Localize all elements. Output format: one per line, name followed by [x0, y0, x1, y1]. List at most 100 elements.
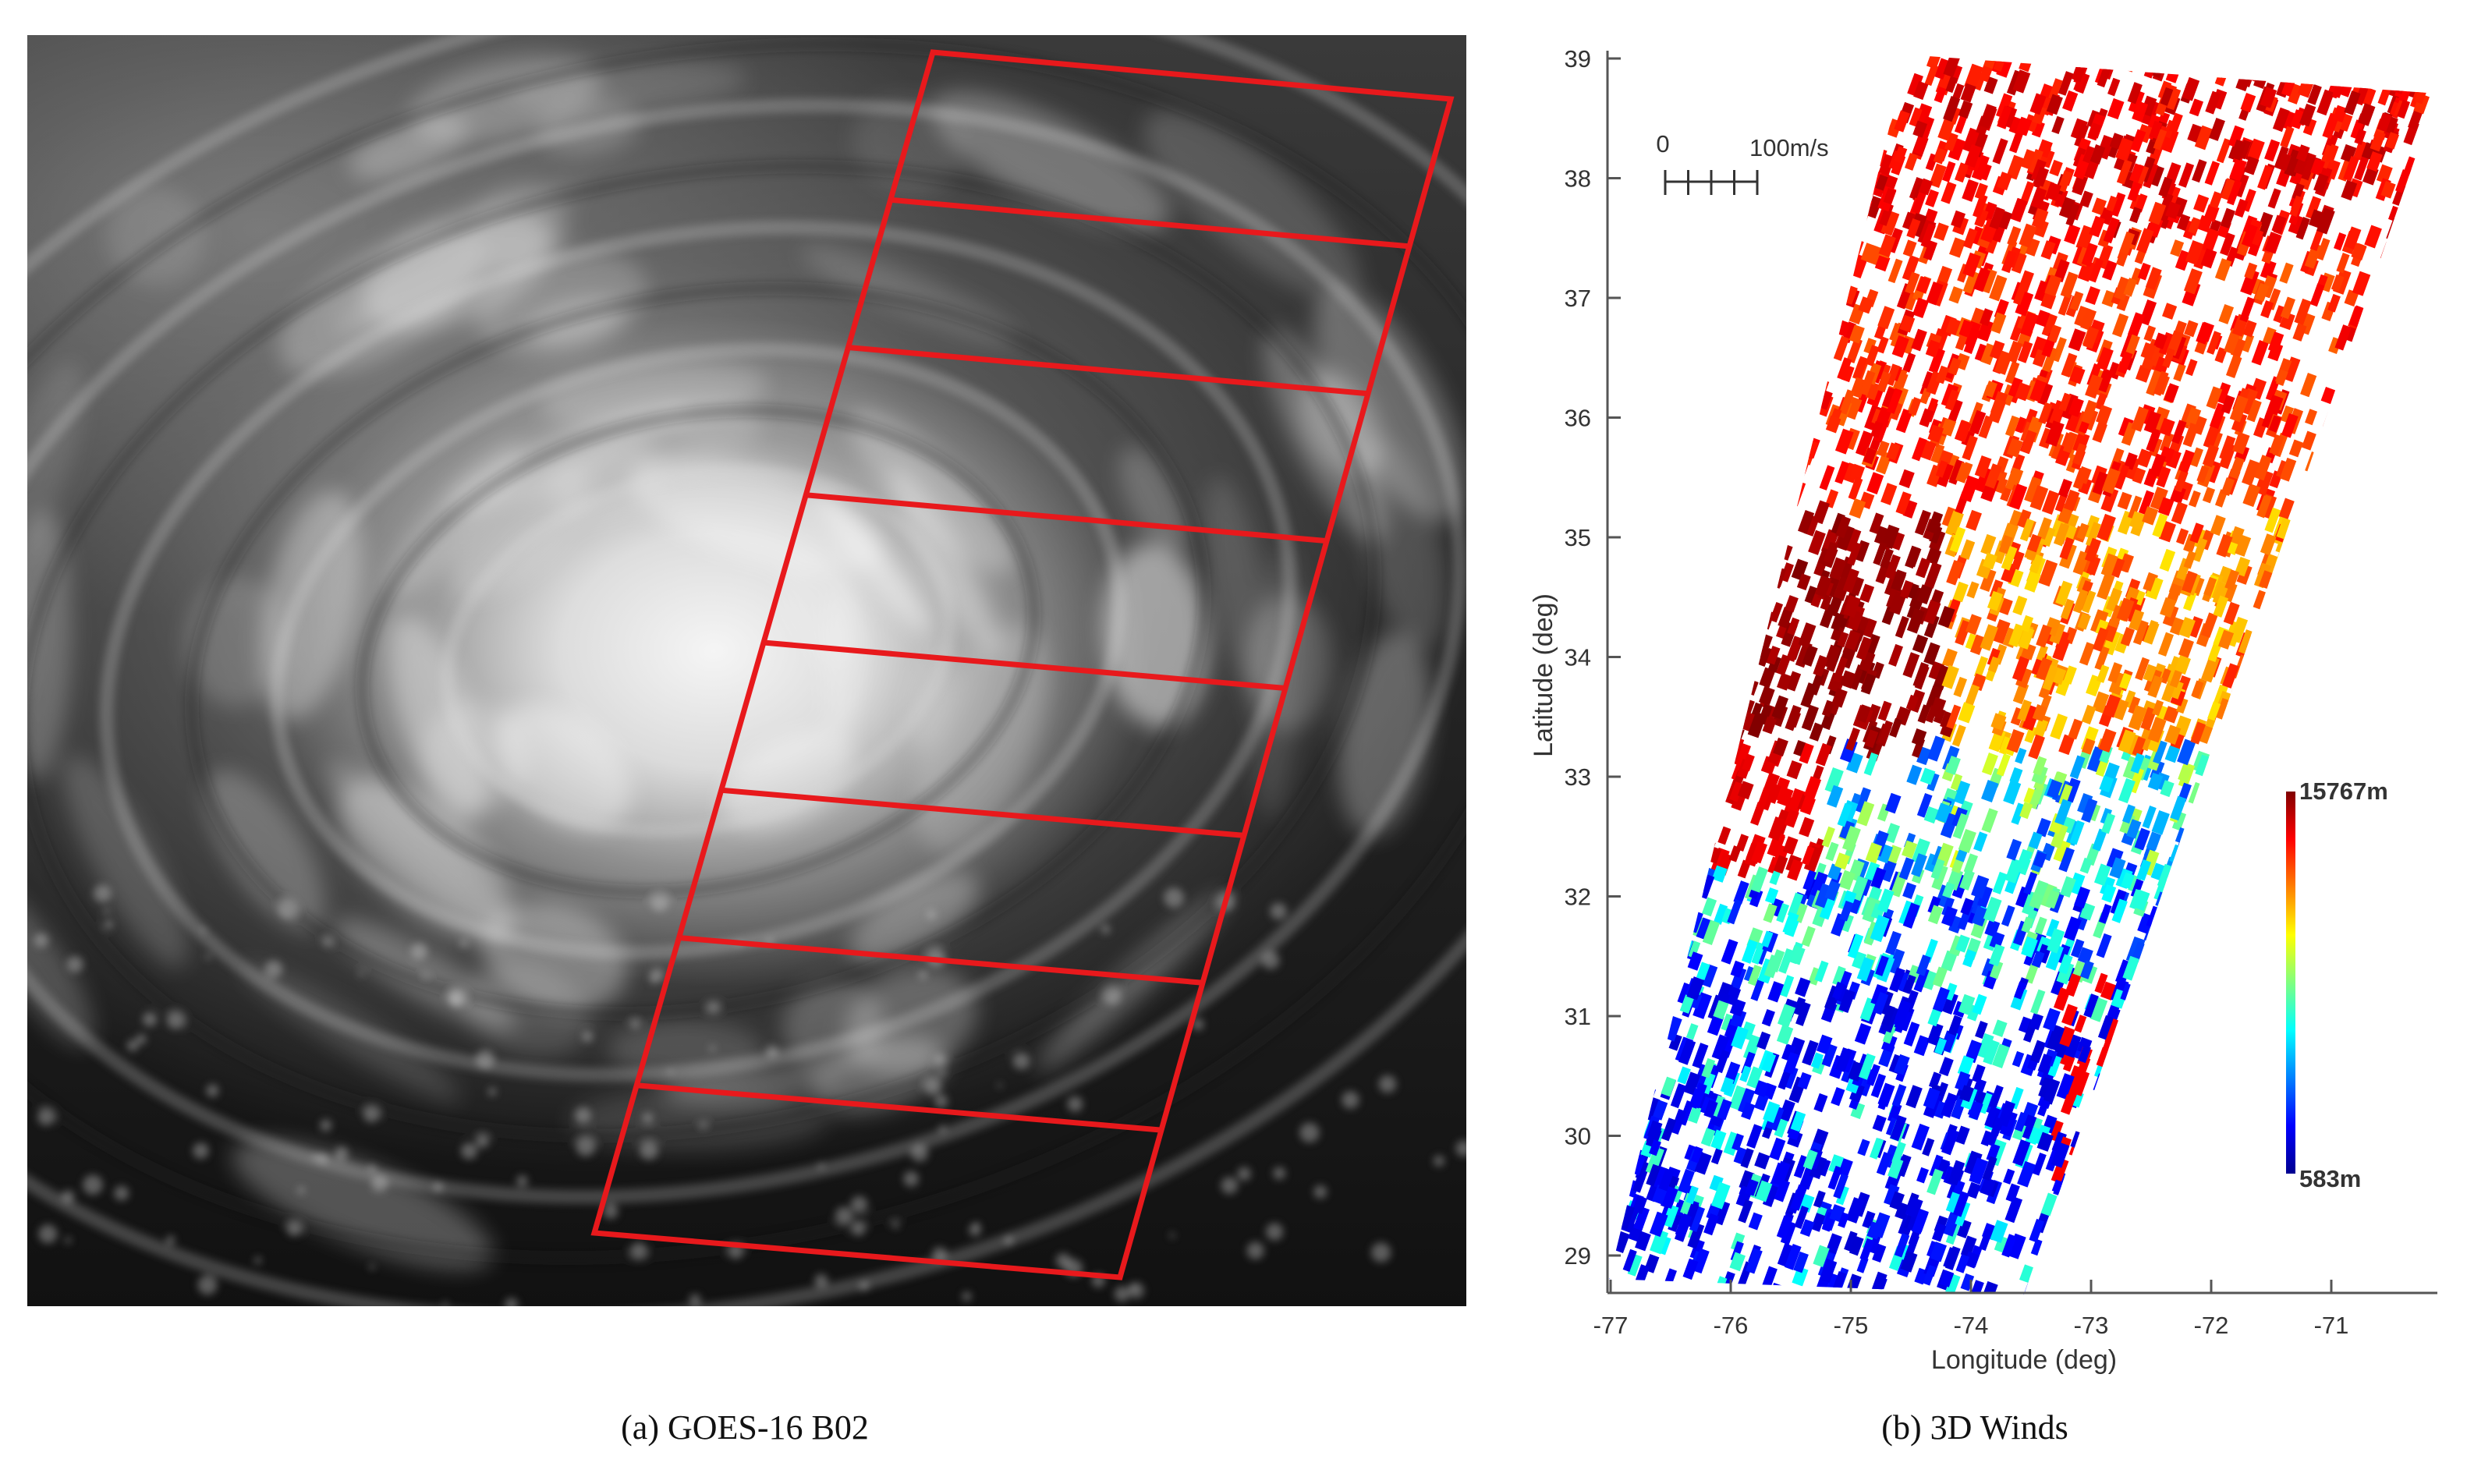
wind-point: [2292, 594, 2309, 620]
wind-point: [1639, 289, 1658, 312]
wind-point: [1895, 615, 1909, 639]
wind-point: [1698, 765, 1714, 785]
wind-point: [2262, 838, 2279, 862]
wind-point: [1618, 1079, 1637, 1104]
wind-point: [2384, 324, 2401, 348]
wind-point: [1676, 717, 1689, 736]
wind-point: [2315, 1146, 2328, 1164]
wind-point: [1709, 91, 1727, 116]
wind-point: [1609, 61, 1615, 86]
wind-point: [1675, 55, 1691, 78]
wind-point: [2285, 1217, 2302, 1241]
wind-point: [2323, 679, 2338, 699]
wind-point: [1584, 861, 1599, 882]
wind-point: [1637, 582, 1652, 605]
wind-point: [2362, 353, 2381, 378]
wind-point: [1717, 826, 1732, 845]
wind-point: [1695, 516, 1709, 537]
wind-point: [2344, 916, 2362, 940]
wind-point: [2378, 547, 2393, 566]
wind-point: [2372, 596, 2387, 622]
wind-point: [2248, 1104, 2263, 1130]
wind-point: [2028, 831, 2043, 850]
wind-point: [2128, 1034, 2143, 1052]
wind-point: [1625, 281, 1640, 300]
wind-point: [1634, 997, 1651, 1023]
wind-point: [2326, 738, 2343, 758]
wind-point: [1623, 664, 1639, 689]
wind-point: [2386, 1252, 2399, 1269]
wind-point: [1668, 196, 1685, 219]
wind-point: [1804, 320, 1818, 338]
wind-point: [2140, 1072, 2155, 1092]
wind-point: [2416, 1261, 2432, 1282]
wind-point: [2294, 298, 2312, 325]
wind-point: [2241, 1113, 2258, 1135]
wind-point: [2092, 828, 2107, 852]
wind-point: [1768, 1282, 1782, 1295]
wind-point: [1696, 278, 1711, 297]
wind-point: [1628, 66, 1646, 88]
wind-point: [1759, 112, 1774, 133]
wind-point: [2324, 1262, 2345, 1290]
wind-point: [2199, 1197, 2212, 1213]
wind-point: [1944, 132, 1958, 152]
wind-point: [1707, 215, 1724, 240]
wind-point: [1760, 408, 1777, 427]
wind-point: [2111, 313, 2129, 338]
wind-point: [2011, 802, 2026, 825]
wind-point: [2393, 469, 2406, 487]
wind-point: [1642, 698, 1660, 722]
caption-b: (b) 3D Winds: [1881, 1408, 2068, 1447]
wind-point: [1704, 699, 1721, 721]
wind-point: [2319, 912, 2333, 932]
wind-point: [1702, 505, 1717, 529]
wind-point: [1731, 617, 1748, 642]
wind-point: [2068, 328, 2086, 352]
wind-point: [1621, 70, 1637, 90]
wind-point: [2389, 827, 2405, 846]
wind-point: [1729, 88, 1743, 108]
wind-point: [2233, 946, 2248, 964]
wind-point: [1583, 94, 1598, 120]
wind-point: [1655, 838, 1673, 861]
wind-point: [2251, 1001, 2267, 1024]
wind-point: [2072, 431, 2090, 454]
wind-point: [2247, 58, 2266, 83]
wind-point: [1661, 615, 1677, 633]
wind-point: [2185, 1140, 2203, 1163]
wind-point: [1609, 671, 1612, 696]
wind-point: [1739, 1170, 1755, 1191]
wind-point: [1792, 211, 1811, 235]
wind-point: [1884, 554, 1901, 580]
wind-point: [2136, 1120, 2155, 1146]
wind-point: [1880, 483, 1898, 505]
wind-point: [2240, 268, 2260, 296]
wind-point: [2346, 972, 2364, 1000]
wind-point: [1609, 967, 1612, 986]
wind-point: [1770, 832, 1785, 855]
wind-point: [2316, 1249, 2335, 1276]
wind-point: [1767, 421, 1781, 440]
wind-point: [2356, 1277, 2373, 1295]
wind-point: [2267, 658, 2286, 683]
wind-point: [2398, 239, 2415, 264]
wind-point: [2421, 208, 2437, 235]
wind-point: [1687, 152, 1703, 179]
wind-point: [2364, 883, 2379, 905]
wind-point: [2353, 510, 2370, 536]
wind-point: [1801, 704, 1819, 731]
wind-point: [1686, 462, 1704, 484]
wind-point: [2387, 701, 2401, 719]
wind-point: [1760, 556, 1776, 576]
wind-point: [2225, 355, 2242, 379]
wind-point: [1695, 728, 1714, 756]
wind-point: [1613, 199, 1629, 223]
wind-point: [1747, 405, 1763, 423]
wind-point: [1609, 359, 1614, 378]
wind-point: [2240, 92, 2256, 113]
wind-point: [1708, 640, 1727, 667]
wind-point: [1704, 683, 1717, 700]
wind-point: [2058, 71, 2074, 96]
wind-point: [2335, 1106, 2352, 1132]
